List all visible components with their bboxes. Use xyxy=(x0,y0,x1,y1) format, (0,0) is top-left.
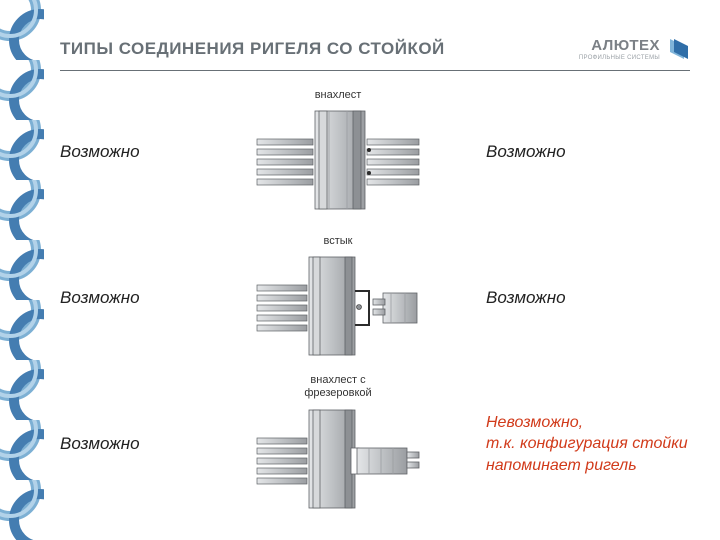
brand-logo: АЛЮТЕХ ПРОФИЛЬНЫЕ СИСТЕМЫ xyxy=(579,36,690,62)
impossible-body: т.к. конфигурация стойки напоминает риге… xyxy=(486,433,700,476)
row-overlap: Возможно внахлест xyxy=(60,82,700,222)
logo-subtext: ПРОФИЛЬНЫЕ СИСТЕМЫ xyxy=(579,55,660,61)
variant-label: внахлест xyxy=(315,89,362,102)
logo-mark-icon xyxy=(664,36,690,62)
page-title: ТИПЫ СОЕДИНЕНИЯ РИГЕЛЯ СО СТОЙКОЙ xyxy=(60,39,445,59)
row-butt: Возможно встык xyxy=(60,228,700,368)
left-status: Возможно xyxy=(60,288,220,308)
figure: внахлест с фрезеровкой xyxy=(228,374,448,513)
right-status: Возможно xyxy=(456,142,700,162)
content-rows: Возможно внахлест xyxy=(60,82,700,514)
right-status-impossible: Невозможно, т.к. конфигурация стойки нап… xyxy=(456,412,700,477)
header: ТИПЫ СОЕДИНЕНИЯ РИГЕЛЯ СО СТОЙКОЙ АЛЮТЕХ… xyxy=(60,36,690,71)
profile-render-icon xyxy=(253,105,423,215)
impossible-head: Невозможно, xyxy=(486,412,700,434)
right-status: Возможно xyxy=(456,288,700,308)
figure: встык xyxy=(228,235,448,362)
logo-text: АЛЮТЕХ xyxy=(591,38,660,53)
row-overlap-milled: Возможно внахлест с фрезеровкой xyxy=(60,374,700,514)
variant-label: встык xyxy=(324,235,353,248)
figure: внахлест xyxy=(228,89,448,216)
variant-label: внахлест с фрезеровкой xyxy=(304,374,371,399)
left-status: Возможно xyxy=(60,142,220,162)
profile-render-icon xyxy=(253,404,423,514)
profile-render-icon xyxy=(253,251,423,361)
side-ornament xyxy=(0,0,44,540)
left-status: Возможно xyxy=(60,434,220,454)
